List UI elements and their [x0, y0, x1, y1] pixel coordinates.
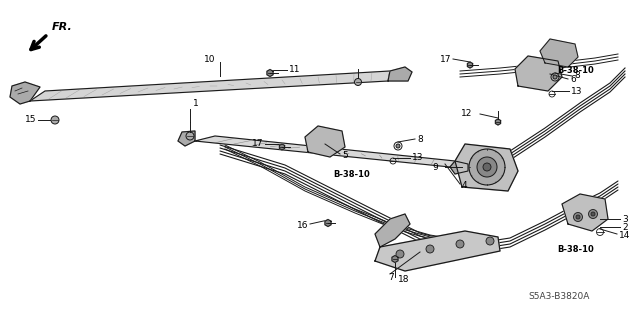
Circle shape: [456, 240, 464, 248]
Text: 8: 8: [417, 135, 423, 144]
Circle shape: [355, 78, 362, 85]
Circle shape: [426, 245, 434, 253]
Polygon shape: [388, 67, 412, 81]
Polygon shape: [392, 256, 398, 263]
Polygon shape: [375, 231, 500, 271]
Text: 17: 17: [440, 55, 451, 63]
Text: 14: 14: [619, 232, 630, 241]
Text: B-38-10: B-38-10: [557, 245, 593, 254]
Circle shape: [576, 215, 580, 219]
Circle shape: [589, 210, 598, 219]
Polygon shape: [562, 194, 608, 231]
Text: 4: 4: [462, 182, 468, 190]
Text: B-38-10: B-38-10: [333, 170, 369, 179]
Text: 1: 1: [193, 100, 199, 108]
Circle shape: [553, 75, 557, 79]
Polygon shape: [450, 161, 468, 174]
Text: 13: 13: [412, 153, 424, 162]
Circle shape: [486, 237, 494, 245]
Circle shape: [573, 212, 582, 221]
Text: 11: 11: [289, 65, 301, 75]
Circle shape: [477, 157, 497, 177]
Polygon shape: [325, 219, 331, 226]
Circle shape: [186, 132, 194, 140]
Text: 12: 12: [461, 109, 472, 118]
Text: 6: 6: [570, 75, 576, 84]
Text: FR.: FR.: [52, 22, 73, 32]
Circle shape: [591, 212, 595, 216]
Circle shape: [469, 149, 505, 185]
Circle shape: [483, 163, 491, 171]
Text: 9: 9: [432, 162, 438, 172]
Text: 17: 17: [252, 139, 263, 149]
Text: 8: 8: [574, 71, 580, 80]
Text: 10: 10: [204, 55, 215, 63]
Text: S5A3-B3820A: S5A3-B3820A: [529, 292, 590, 301]
Text: 16: 16: [296, 221, 308, 231]
Polygon shape: [375, 214, 410, 247]
Polygon shape: [305, 126, 345, 157]
Polygon shape: [455, 144, 518, 191]
Polygon shape: [467, 62, 472, 68]
Text: 3: 3: [622, 214, 628, 224]
Circle shape: [51, 116, 59, 124]
Text: 5: 5: [342, 152, 348, 160]
Polygon shape: [178, 131, 195, 146]
Polygon shape: [30, 71, 390, 101]
Polygon shape: [195, 136, 455, 167]
Text: B-38-10: B-38-10: [557, 66, 593, 75]
Text: 13: 13: [571, 86, 582, 95]
Text: 15: 15: [24, 115, 36, 124]
Polygon shape: [495, 119, 500, 125]
Circle shape: [396, 250, 404, 258]
Polygon shape: [515, 56, 562, 91]
Polygon shape: [540, 39, 578, 67]
Text: 7: 7: [388, 272, 394, 281]
Polygon shape: [280, 144, 285, 150]
Text: 18: 18: [398, 275, 410, 284]
Text: 2: 2: [622, 222, 628, 232]
Polygon shape: [10, 82, 40, 104]
Circle shape: [396, 144, 400, 148]
Polygon shape: [267, 70, 273, 77]
